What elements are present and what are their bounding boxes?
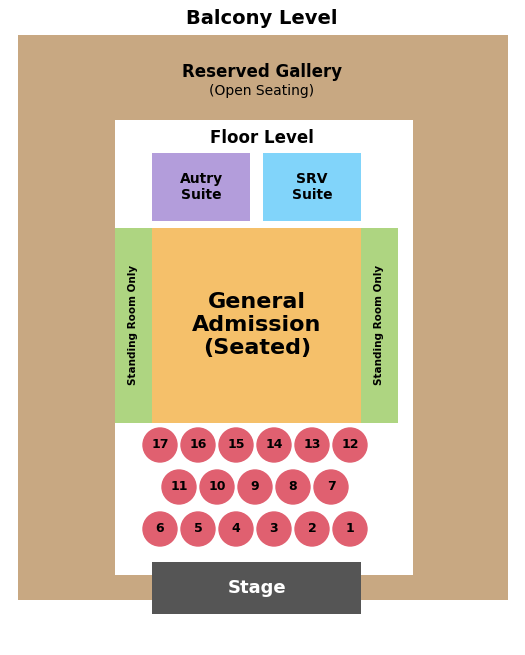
Text: 14: 14	[265, 438, 283, 451]
Text: 4: 4	[232, 523, 240, 536]
Circle shape	[295, 428, 329, 462]
Circle shape	[333, 428, 367, 462]
Text: 1: 1	[345, 523, 354, 536]
Text: 11: 11	[170, 481, 188, 493]
Text: Stage: Stage	[228, 579, 286, 597]
Circle shape	[143, 428, 177, 462]
Text: 16: 16	[190, 438, 207, 451]
Circle shape	[333, 512, 367, 546]
Text: 3: 3	[270, 523, 278, 536]
FancyBboxPatch shape	[115, 120, 413, 575]
FancyBboxPatch shape	[148, 120, 380, 575]
FancyBboxPatch shape	[115, 228, 152, 423]
Circle shape	[295, 512, 329, 546]
FancyBboxPatch shape	[152, 153, 250, 221]
Text: Autry
Suite: Autry Suite	[180, 172, 223, 202]
Text: (Open Seating): (Open Seating)	[209, 84, 314, 98]
Text: SRV
Suite: SRV Suite	[292, 172, 332, 202]
Circle shape	[162, 470, 196, 504]
Circle shape	[257, 428, 291, 462]
Text: 7: 7	[327, 481, 335, 493]
Text: 13: 13	[303, 438, 321, 451]
Text: 8: 8	[289, 481, 297, 493]
FancyBboxPatch shape	[361, 228, 398, 423]
Text: 9: 9	[251, 481, 259, 493]
Circle shape	[219, 428, 253, 462]
Text: 5: 5	[194, 523, 202, 536]
Circle shape	[181, 512, 215, 546]
Text: 6: 6	[156, 523, 164, 536]
Circle shape	[257, 512, 291, 546]
FancyBboxPatch shape	[152, 228, 361, 423]
Circle shape	[276, 470, 310, 504]
Circle shape	[200, 470, 234, 504]
Text: Floor Level: Floor Level	[210, 129, 314, 147]
Text: Reserved Gallery: Reserved Gallery	[182, 63, 342, 81]
Text: Balcony Level: Balcony Level	[186, 9, 338, 28]
Text: 12: 12	[341, 438, 359, 451]
Text: 15: 15	[227, 438, 245, 451]
Circle shape	[238, 470, 272, 504]
Text: 10: 10	[208, 481, 226, 493]
FancyBboxPatch shape	[263, 153, 361, 221]
Circle shape	[314, 470, 348, 504]
Circle shape	[219, 512, 253, 546]
Circle shape	[143, 512, 177, 546]
FancyBboxPatch shape	[152, 562, 361, 614]
Text: General
Admission
(Seated): General Admission (Seated)	[192, 291, 322, 358]
FancyBboxPatch shape	[18, 35, 508, 600]
Text: 17: 17	[151, 438, 169, 451]
Text: 2: 2	[308, 523, 317, 536]
Text: Standing Room Only: Standing Room Only	[374, 265, 384, 385]
Circle shape	[181, 428, 215, 462]
Text: Standing Room Only: Standing Room Only	[128, 265, 138, 385]
